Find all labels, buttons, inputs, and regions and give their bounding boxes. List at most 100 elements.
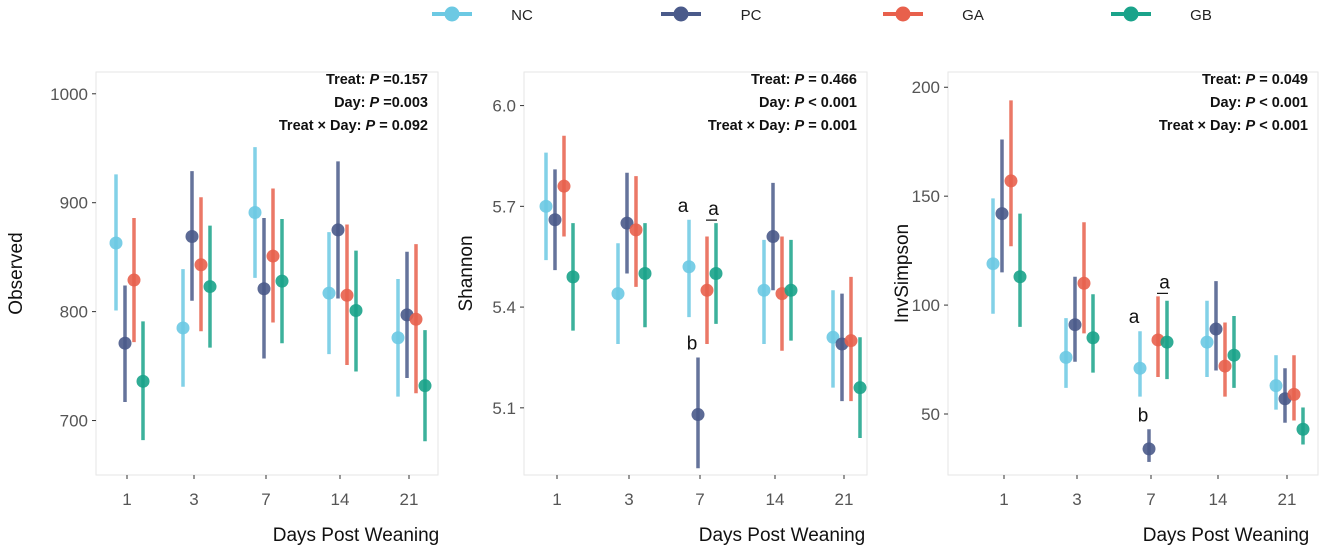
x-tick-label: 21 (400, 490, 419, 509)
data-point (1013, 270, 1027, 284)
x-tick-label: 3 (189, 490, 198, 509)
legend-marker (1123, 6, 1139, 22)
series-pc (548, 169, 849, 469)
stat-line: Day: P < 0.001 (759, 95, 857, 111)
series-ga (127, 188, 423, 394)
x-tick-label: 7 (261, 490, 270, 509)
data-point (409, 312, 423, 326)
stat-line: Treat: P = 0.049 (1202, 72, 1308, 88)
y-axis-title: Shannon (456, 235, 477, 311)
y-tick-label: 800 (60, 303, 88, 322)
stat-line: Treat: P = 0.466 (751, 72, 857, 88)
data-point (995, 207, 1009, 221)
data-point (853, 381, 867, 395)
stat-line: Day: P < 0.001 (1210, 95, 1308, 111)
legend-label: GB (1190, 7, 1212, 24)
data-point (1209, 322, 1223, 336)
series-nc (539, 152, 840, 388)
x-tick-label: 14 (331, 490, 350, 509)
data-point (203, 280, 217, 294)
data-point (1004, 174, 1018, 188)
y-tick-label: 5.4 (492, 298, 516, 317)
plot-frame (523, 71, 868, 476)
legend: NC PC GA GB (432, 6, 1212, 24)
data-point (1200, 335, 1214, 349)
y-tick-label: 5.7 (492, 197, 516, 216)
series-ga (1004, 100, 1301, 421)
y-tick-label: 100 (912, 296, 940, 315)
data-point (709, 267, 723, 280)
legend-label: NC (511, 7, 533, 24)
series-ga (557, 135, 858, 402)
panel-shannon: 5.1 5.4 5.7 6.0 1 3 7 14 21 Shannon Days Post Wean… (456, 71, 868, 546)
y-tick-label: 6.0 (492, 97, 516, 116)
series-gb (1013, 213, 1310, 445)
y-tick-label: 900 (60, 194, 88, 213)
stat-line: Treat × Day: P = 0.001 (708, 118, 857, 134)
legend-item-nc: NC (432, 6, 533, 24)
series-pc (118, 161, 414, 403)
legend-item-ga: GA (883, 6, 984, 24)
data-point (109, 236, 123, 250)
x-axis-title: Days Post Weaning (699, 525, 866, 546)
stat-line: Day: P =0.003 (334, 95, 428, 111)
data-point (275, 274, 289, 288)
significance-letter: a (678, 196, 689, 217)
data-point (691, 408, 705, 422)
x-tick-label: 1 (122, 490, 131, 509)
significance-letter: a (1159, 272, 1170, 293)
y-tick-label: 700 (60, 412, 88, 431)
series-pc (995, 139, 1292, 462)
data-point (1287, 387, 1301, 401)
data-point (638, 267, 652, 280)
data-point (331, 223, 345, 237)
data-point (1086, 331, 1100, 345)
data-point (539, 199, 553, 213)
data-point (248, 206, 262, 220)
data-point (1077, 276, 1091, 290)
data-point (566, 270, 580, 284)
y-tick-label: 50 (921, 405, 940, 424)
significance-letter: b (1138, 405, 1149, 426)
legend-item-pc: PC (661, 6, 762, 24)
data-point (322, 286, 336, 300)
plot-frame (95, 71, 439, 476)
y-tick-label: 5.1 (492, 399, 516, 418)
data-point (1269, 379, 1283, 393)
x-tick-label: 14 (1209, 490, 1228, 509)
data-point (257, 282, 271, 296)
data-point (266, 249, 280, 263)
y-tick-label: 150 (912, 187, 940, 206)
data-point (176, 321, 190, 335)
stat-line: Treat × Day: P = 0.092 (279, 118, 428, 134)
data-point (349, 304, 363, 318)
data-point (194, 258, 208, 272)
data-point (826, 330, 840, 344)
data-point (1133, 361, 1147, 375)
y-tick-label: 200 (912, 78, 940, 97)
significance-letter: a (708, 199, 719, 220)
x-tick-label: 21 (835, 490, 854, 509)
panel-invsimpson: 50 100 150 200 1 3 7 14 21 InvSimpson Days Post We… (892, 71, 1319, 546)
series-gb (566, 223, 867, 439)
y-axis-title: InvSimpson (892, 224, 913, 323)
series-gb (136, 219, 432, 442)
data-point (784, 283, 798, 297)
x-axis-title: Days Post Weaning (1143, 525, 1310, 546)
legend-label: GA (962, 7, 984, 24)
stat-line: Treat: P =0.157 (326, 72, 428, 88)
data-point (557, 179, 571, 193)
x-tick-label: 3 (624, 490, 633, 509)
series-nc (109, 147, 405, 397)
data-point (682, 260, 696, 274)
data-point (118, 336, 132, 350)
legend-item-gb: GB (1111, 6, 1212, 24)
data-point (766, 230, 780, 244)
panel-observed: 700 800 900 1000 1 3 7 14 21 Observed Days Post We… (6, 71, 439, 546)
data-point (127, 273, 141, 287)
data-point (1218, 359, 1232, 373)
data-point (1296, 422, 1310, 436)
legend-label: PC (741, 7, 762, 24)
x-tick-label: 1 (552, 490, 561, 509)
